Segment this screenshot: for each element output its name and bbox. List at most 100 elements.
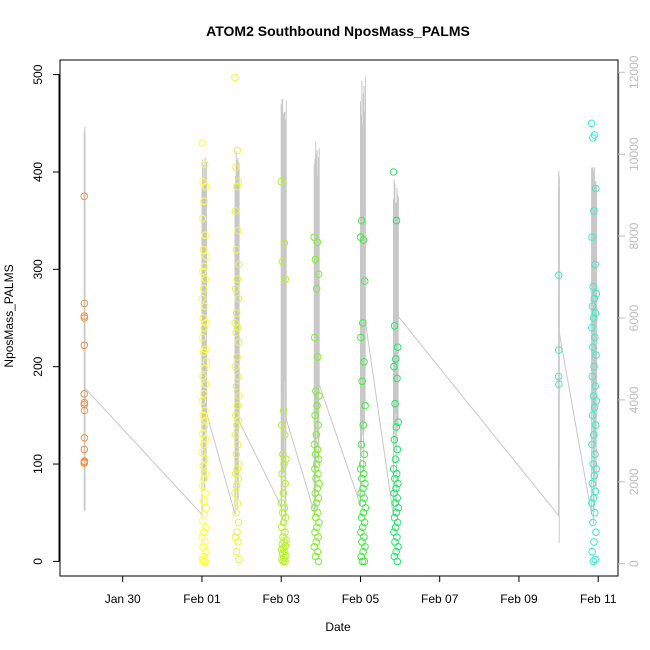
data-point: [392, 216, 401, 225]
data-point: [280, 504, 289, 512]
data-point: [554, 271, 563, 280]
data-point: [360, 533, 368, 541]
data-point: [592, 351, 600, 359]
data-point: [588, 440, 596, 449]
data-point: [591, 260, 599, 269]
y-left-tick-label: 100: [31, 454, 45, 474]
y-left-tick-label: 0: [31, 558, 45, 565]
data-point: [282, 455, 290, 464]
data-point: [80, 434, 89, 442]
data-point: [235, 555, 243, 564]
data-point: [278, 470, 286, 478]
data-point: [392, 423, 401, 431]
data-point: [591, 421, 600, 429]
data-point: [393, 445, 402, 454]
data-point: [200, 474, 208, 483]
data-point: [313, 238, 322, 246]
data-point: [198, 481, 207, 490]
data-point: [590, 508, 599, 517]
data-point: [233, 499, 242, 507]
altitude-line: [205, 151, 240, 515]
y-left-tick-label: 300: [31, 259, 45, 279]
data-point: [393, 343, 402, 352]
data-point: [281, 513, 290, 522]
data-point: [359, 319, 367, 327]
data-point: [232, 382, 241, 391]
data-point: [394, 479, 402, 488]
data-point: [198, 214, 207, 223]
data-point: [80, 406, 89, 415]
data-point: [80, 445, 89, 454]
data-point: [393, 494, 402, 502]
data-point: [200, 262, 209, 271]
data-point: [313, 523, 321, 532]
data-point: [198, 448, 206, 457]
data-point: [588, 372, 597, 381]
data-point: [233, 401, 242, 410]
data-point: [233, 353, 241, 361]
data-point: [233, 421, 241, 429]
data-point: [232, 450, 241, 459]
data-point: [201, 523, 210, 532]
data-point: [554, 372, 563, 381]
data-point: [310, 333, 319, 342]
altitude-line: [84, 157, 207, 516]
data-point: [277, 421, 286, 429]
data-point: [591, 333, 599, 342]
data-point: [313, 401, 321, 410]
data-point: [280, 431, 289, 439]
data-point: [280, 538, 289, 546]
data-point: [235, 392, 243, 400]
data-point: [361, 479, 369, 488]
data-point: [281, 479, 290, 488]
data-point: [200, 160, 209, 168]
data-point: [198, 139, 206, 147]
data-point: [587, 119, 596, 128]
x-axis-label: Date: [325, 620, 351, 634]
data-point: [592, 184, 600, 193]
data-point: [358, 523, 367, 532]
data-point: [589, 283, 598, 291]
data-point: [279, 489, 288, 498]
y-axis-label: NposMass_PALMS: [2, 264, 16, 367]
data-point: [200, 528, 208, 537]
data-point: [357, 440, 366, 449]
data-point: [589, 494, 598, 502]
data-point: [590, 471, 599, 480]
data-point: [280, 547, 289, 556]
data-point: [312, 499, 321, 507]
data-point: [313, 508, 322, 517]
data-point: [361, 543, 369, 551]
data-point: [235, 260, 243, 269]
data-point: [360, 450, 369, 459]
data-point: [232, 547, 241, 556]
data-point: [201, 538, 209, 546]
data-point: [590, 362, 598, 371]
data-point: [198, 294, 206, 303]
y-right-tick-label: 2000: [627, 468, 641, 495]
data-point: [314, 421, 323, 429]
data-point: [393, 518, 402, 527]
data-point: [361, 401, 369, 410]
data-point: [281, 528, 289, 537]
y-axis-right: 0 2000 4000 6000 8000 10000 12000: [618, 55, 641, 567]
data-point: [588, 547, 596, 556]
data-point: [311, 411, 319, 420]
data-point: [312, 285, 321, 293]
data-point: [392, 484, 400, 493]
data-point: [200, 323, 208, 332]
data-point: [589, 557, 598, 566]
y-right-tick-label: 0: [627, 560, 641, 567]
data-point: [592, 528, 600, 537]
data-point: [232, 309, 241, 317]
data-point: [80, 341, 89, 350]
data-point: [199, 267, 207, 276]
data-point: [234, 538, 242, 546]
x-tick-label: Feb 03: [263, 592, 301, 606]
data-point: [360, 557, 369, 566]
data-point: [392, 547, 401, 556]
data-point: [235, 460, 243, 468]
y-right-tick-label: 12000: [627, 55, 641, 89]
data-point: [200, 285, 208, 293]
